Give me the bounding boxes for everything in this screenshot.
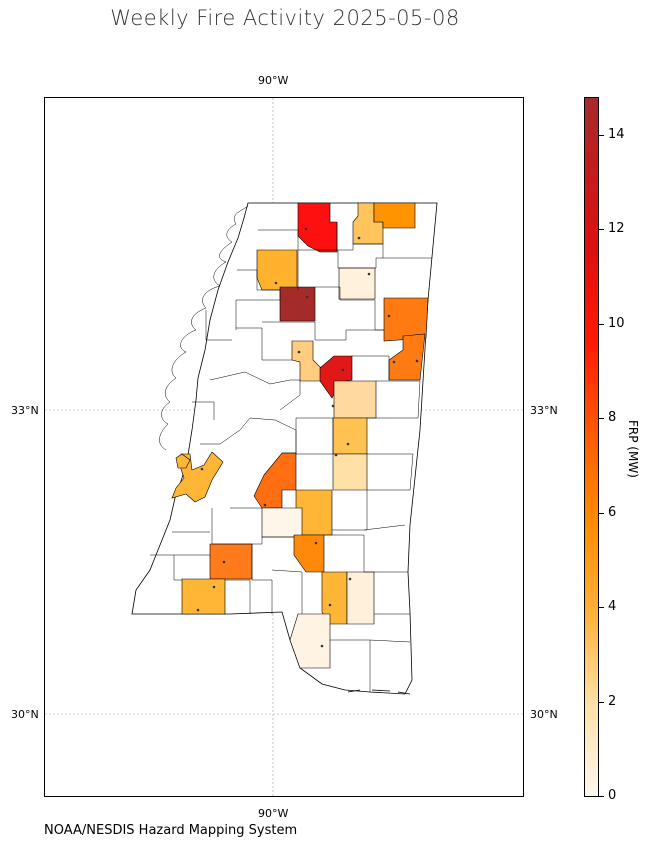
colorbar-tick [599,229,604,231]
colorbar-tick-label: 10 [608,315,625,331]
colorbar [584,97,599,797]
fire-point [297,350,301,354]
lon-label-top: 90°W [258,74,289,87]
fire-point [348,577,352,581]
fire-point [367,272,371,276]
county-shade [332,453,368,491]
fire-point [222,560,226,564]
colorbar-tick-label: 14 [608,126,625,142]
county-shade [297,202,338,253]
county-boundaries [150,222,432,692]
colorbar-tick-label: 2 [608,693,617,709]
fire-point [341,368,345,372]
colorbar-tick [599,512,604,514]
fire-point [196,608,200,612]
map-title: Weekly Fire Activity 2025-05-08 [110,6,460,30]
county-shade [293,534,325,573]
colorbar-tick-label: 8 [608,410,617,426]
colorbar-tick [599,323,604,325]
lat-label-33-right: 33°N [530,404,558,417]
fire-point [200,467,204,471]
data-credit: NOAA/NESDIS Hazard Mapping System [44,823,298,838]
fire-point [387,314,391,318]
river-boundary [159,205,249,451]
fire-points [196,227,419,648]
fire-point [274,281,278,285]
coastline [347,689,411,695]
county-shade [333,380,377,419]
colorbar-tick-label: 6 [608,504,617,520]
colorbar-title: FRP (MW) [626,420,640,478]
colorbar-tick [599,607,604,609]
colorbar-tick [599,418,604,420]
fire-point [415,359,419,363]
fire-point [320,644,324,648]
county-shade [209,543,253,580]
colorbar-tick [599,796,604,797]
colorbar-tick-label: 0 [608,788,617,803]
county-shade [261,507,303,538]
lat-label-30-left: 30°N [11,708,39,721]
fire-point [331,404,335,408]
fire-point [334,453,338,457]
county-shade [321,571,348,625]
colorbar-tick-label: 12 [608,221,625,237]
county-shade [332,417,368,455]
colorbar-tick [599,701,604,703]
fire-point [212,585,216,589]
fire-point [304,227,308,231]
county-shade [338,267,376,300]
county-shade [279,286,316,322]
fire-point [314,541,318,545]
fire-point [263,503,267,507]
county-shade [346,571,375,625]
county-shade [373,202,416,229]
fire-point [305,295,309,299]
lat-label-33-left: 33°N [11,404,39,417]
colorbar-tick-label: 4 [608,599,617,615]
state-outline [131,202,438,695]
fire-point [392,360,396,364]
fire-point [357,236,361,240]
lat-label-30-right: 30°N [530,708,558,721]
county-shade [289,613,331,669]
colorbar-tick [599,134,604,136]
lon-label-bottom: 90°W [258,807,289,820]
county-shade [383,297,429,342]
county-shade [256,249,298,291]
fire-point [346,442,350,446]
county-shade [181,578,226,615]
fire-point [328,603,332,607]
county-shade [175,453,191,469]
